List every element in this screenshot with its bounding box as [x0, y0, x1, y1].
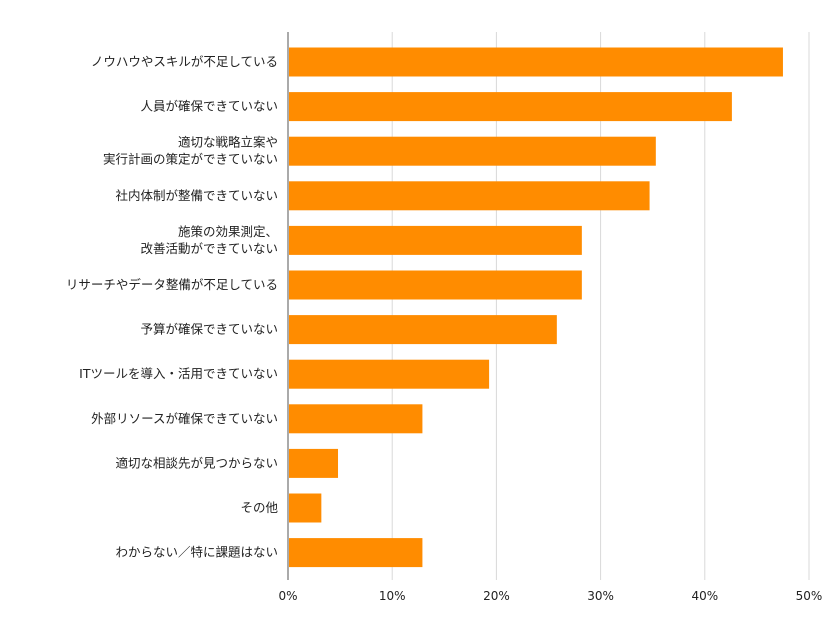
- x-tick-label: 10%: [379, 589, 406, 603]
- bar: [289, 448, 339, 478]
- category-label: ノウハウやスキルが不足している: [91, 54, 278, 69]
- category-label: わからない／特に課題はない: [115, 545, 278, 560]
- bar: [289, 270, 582, 300]
- category-label: その他: [240, 500, 278, 515]
- bar: [289, 315, 557, 345]
- x-tick-label: 0%: [278, 589, 297, 603]
- bars: [289, 47, 783, 568]
- x-tick-label: 50%: [796, 589, 823, 603]
- x-tick-label: 20%: [483, 589, 510, 603]
- x-tick-labels: 0% 10% 20% 30% 40% 50%: [278, 589, 822, 603]
- category-label: 施策の効果測定、改善活動ができていない: [140, 224, 278, 256]
- bar: [289, 181, 650, 211]
- bar: [289, 538, 423, 568]
- category-label: 外部リソースが確保できていない: [91, 411, 278, 426]
- category-label: 予算が確保できていない: [140, 322, 278, 337]
- bar: [289, 404, 423, 434]
- bar: [289, 493, 322, 523]
- bar: [289, 136, 656, 166]
- category-label: ITツールを導入・活用できていない: [79, 366, 278, 381]
- category-labels: ノウハウやスキルが不足している人員が確保できていない適切な戦略立案や実行計画の策…: [66, 54, 279, 560]
- x-tick-label: 40%: [691, 589, 718, 603]
- category-label: 適切な相談先が見つからない: [115, 455, 278, 470]
- category-label: 人員が確保できていない: [140, 99, 278, 114]
- category-label: 社内体制が整備できていない: [115, 188, 278, 203]
- bar: [289, 225, 582, 255]
- x-tick-label: 30%: [587, 589, 614, 603]
- category-label: リサーチやデータ整備が不足している: [66, 277, 278, 292]
- bar: [289, 47, 783, 77]
- bar: [289, 359, 490, 389]
- bar: [289, 92, 732, 122]
- gridlines: [391, 32, 810, 580]
- category-label: 適切な戦略立案や実行計画の策定ができていない: [103, 135, 278, 167]
